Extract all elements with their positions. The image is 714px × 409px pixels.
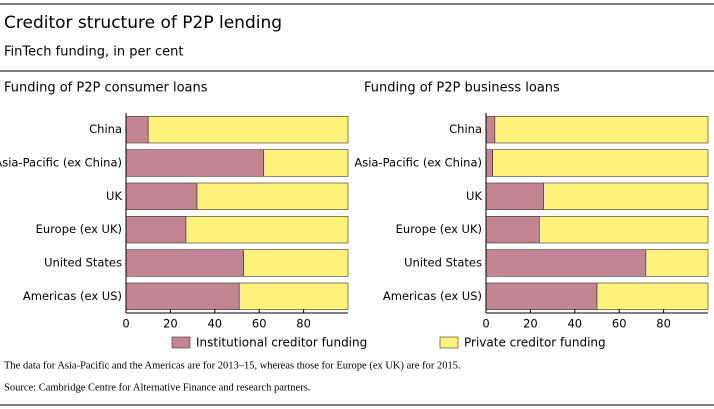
bar-segment bbox=[147, 116, 349, 144]
page-title: Creditor structure of P2P lending bbox=[4, 13, 282, 33]
x-tick-label: 60 bbox=[612, 317, 627, 331]
legend-label: Private creditor funding bbox=[464, 336, 606, 350]
source: Source: Cambridge Centre for Alternative… bbox=[4, 382, 310, 393]
x-tick-label: 40 bbox=[207, 317, 222, 331]
y-tick-label: UK bbox=[106, 189, 122, 203]
bar-segment bbox=[243, 249, 349, 277]
y-tick-label: Americas (ex US) bbox=[23, 289, 122, 303]
panel-title: Funding of P2P consumer loans bbox=[4, 81, 208, 96]
bar-segment bbox=[125, 282, 240, 310]
x-tick-label: 0 bbox=[122, 317, 129, 331]
bar-segment bbox=[538, 216, 709, 244]
panel-title: Funding of P2P business loans bbox=[364, 81, 560, 96]
bar-segment bbox=[196, 182, 349, 210]
bar-segment bbox=[645, 249, 709, 277]
legend-swatch bbox=[171, 336, 191, 349]
page-subtitle: FinTech funding, in per cent bbox=[4, 45, 184, 60]
bar-segment bbox=[238, 282, 349, 310]
bar-segment bbox=[125, 249, 244, 277]
bar-segment bbox=[125, 216, 187, 244]
y-tick-label: Europe (ex UK) bbox=[396, 222, 482, 236]
y-tick-label: China bbox=[449, 122, 482, 136]
legend-label: Institutional creditor funding bbox=[196, 336, 367, 350]
x-tick-label: 80 bbox=[656, 317, 671, 331]
y-tick-label: Europe (ex UK) bbox=[36, 222, 122, 236]
legend-swatch bbox=[439, 336, 459, 349]
note: The data for Asia-Pacific and the Americ… bbox=[4, 360, 461, 371]
bar-segment bbox=[485, 282, 598, 310]
y-tick-label: United States bbox=[404, 256, 482, 270]
x-tick-label: 20 bbox=[163, 317, 178, 331]
x-tick-label: 0 bbox=[482, 317, 489, 331]
bar-segment bbox=[125, 149, 264, 177]
y-tick-label: UK bbox=[466, 189, 482, 203]
y-tick-label: Asia-Pacific (ex China) bbox=[0, 156, 122, 170]
bar-segment bbox=[596, 282, 709, 310]
bar-segment bbox=[185, 216, 349, 244]
bar-segment bbox=[494, 116, 709, 144]
x-tick-label: 20 bbox=[523, 317, 538, 331]
x-tick-label: 40 bbox=[567, 317, 582, 331]
y-tick-label: China bbox=[89, 122, 122, 136]
y-tick-label: Americas (ex US) bbox=[383, 289, 482, 303]
y-tick-label: United States bbox=[44, 256, 122, 270]
bar-segment bbox=[485, 116, 496, 144]
bar-segment bbox=[125, 116, 149, 144]
bar-segment bbox=[543, 182, 709, 210]
bar-segment bbox=[125, 182, 198, 210]
x-tick-label: 60 bbox=[252, 317, 267, 331]
x-tick-label: 80 bbox=[296, 317, 311, 331]
bar-segment bbox=[263, 149, 349, 177]
bar-segment bbox=[485, 216, 540, 244]
bar-segment bbox=[485, 182, 545, 210]
bar-segment bbox=[485, 249, 647, 277]
y-tick-label: Asia-Pacific (ex China) bbox=[354, 156, 482, 170]
bar-segment bbox=[492, 149, 709, 177]
bar-segment bbox=[485, 149, 493, 177]
